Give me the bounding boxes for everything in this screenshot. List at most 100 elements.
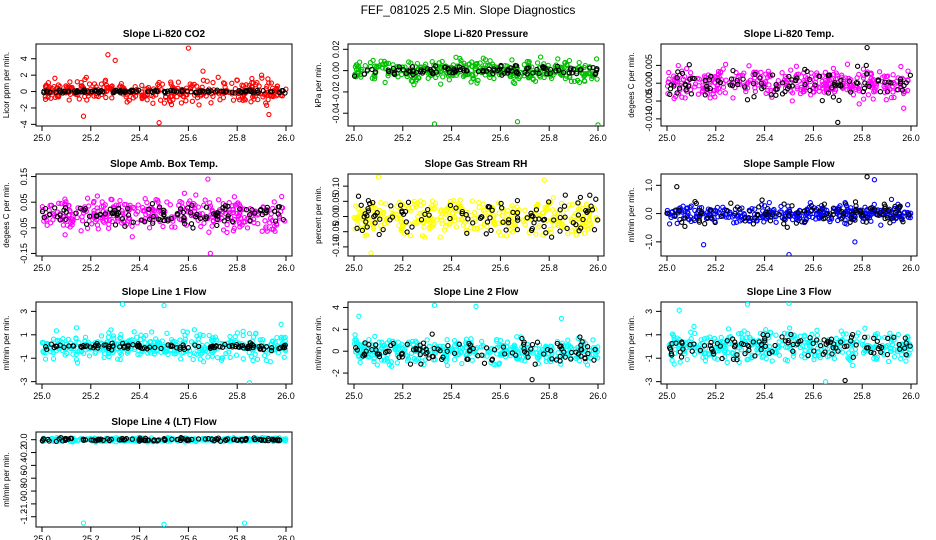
data-point <box>112 57 118 64</box>
data-point <box>557 353 563 360</box>
data-point <box>514 119 521 125</box>
data-point <box>810 214 816 221</box>
data-point <box>246 380 253 384</box>
data-point <box>115 210 122 216</box>
data-point <box>232 90 238 96</box>
data-point <box>480 207 487 214</box>
y-tick-label: 0.05 <box>19 193 29 211</box>
data-point <box>727 82 733 88</box>
data-point <box>161 207 167 213</box>
data-point <box>519 335 525 342</box>
x-tick-label: 25.2 <box>82 263 100 273</box>
data-point <box>559 346 565 352</box>
data-point <box>419 233 426 239</box>
data-point <box>459 210 465 217</box>
data-point <box>746 63 752 69</box>
data-point <box>786 73 792 80</box>
data-point <box>258 72 265 78</box>
data-point <box>886 79 892 85</box>
x-tick-label: 25.0 <box>33 263 51 273</box>
data-point <box>264 102 270 108</box>
data-point <box>742 350 748 357</box>
data-point <box>135 202 141 208</box>
data-point <box>145 88 151 95</box>
data-point <box>269 345 275 351</box>
data-point <box>786 251 792 256</box>
data-point <box>562 354 568 360</box>
data-point <box>77 205 83 211</box>
data-point <box>256 436 262 443</box>
data-point <box>707 95 713 101</box>
data-point <box>819 97 825 104</box>
data-point <box>457 55 463 62</box>
x-tick-label: 25.4 <box>131 263 149 273</box>
data-point <box>864 71 870 77</box>
data-point <box>116 437 123 443</box>
data-point <box>811 348 817 354</box>
data-point <box>200 68 206 74</box>
data-point <box>109 95 115 101</box>
data-point <box>765 206 771 212</box>
data-point <box>268 80 275 86</box>
data-point <box>762 211 768 217</box>
y-tick-label: 4 <box>331 305 341 310</box>
data-point <box>566 70 572 76</box>
x-tick-label: 25.8 <box>540 263 558 273</box>
data-point <box>889 341 896 348</box>
data-point <box>375 174 382 180</box>
data-point <box>871 177 878 183</box>
data-point <box>677 349 683 355</box>
data-point <box>250 357 256 364</box>
x-tick-label: 25.6 <box>492 263 510 273</box>
data-point <box>839 208 845 215</box>
data-point <box>110 333 117 339</box>
data-point <box>142 196 148 202</box>
data-point <box>474 80 480 86</box>
data-point <box>364 213 370 219</box>
data-point <box>202 436 209 442</box>
data-point <box>551 222 557 229</box>
data-point <box>100 203 107 210</box>
data-point <box>209 223 215 229</box>
data-point <box>265 96 271 103</box>
data-point <box>254 356 261 362</box>
data-point <box>860 212 866 218</box>
data-point <box>53 328 60 334</box>
data-point <box>549 356 555 362</box>
data-point <box>260 337 266 343</box>
data-point <box>470 75 476 81</box>
data-point <box>874 338 880 344</box>
data-point <box>830 94 837 100</box>
data-point <box>779 342 785 348</box>
data-point <box>686 62 692 68</box>
data-point <box>863 62 869 69</box>
data-point <box>205 354 211 360</box>
data-point <box>741 328 747 334</box>
data-point <box>862 325 868 331</box>
data-point <box>209 349 216 355</box>
data-point <box>464 230 470 236</box>
data-point <box>756 339 762 345</box>
data-point <box>116 205 122 211</box>
data-point <box>481 360 488 366</box>
data-point <box>543 205 550 211</box>
data-point <box>363 219 369 225</box>
data-point <box>82 206 88 212</box>
data-point <box>390 65 397 72</box>
data-point <box>64 89 71 95</box>
x-tick-label: 25.0 <box>345 133 363 143</box>
data-point <box>161 521 167 527</box>
data-point <box>674 90 680 96</box>
data-point <box>512 220 518 226</box>
y-tick-label: 0.00 <box>331 62 341 80</box>
data-point <box>708 215 714 221</box>
data-point <box>269 338 276 344</box>
data-point <box>105 52 111 58</box>
data-point <box>156 79 162 86</box>
data-point <box>586 71 592 77</box>
data-point <box>679 70 686 77</box>
data-point <box>54 337 60 344</box>
data-point <box>773 219 779 225</box>
data-point <box>506 217 512 223</box>
data-point <box>776 352 782 358</box>
